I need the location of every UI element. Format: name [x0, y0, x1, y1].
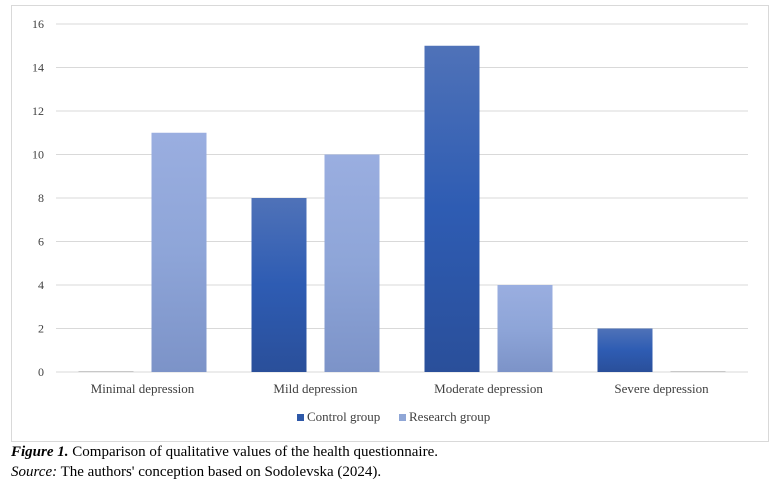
y-tick-label: 14 [32, 61, 44, 75]
source-caption: Source: The authors' conception based on… [11, 464, 381, 481]
bar-control-group-mild-depression [251, 198, 307, 372]
y-tick-label: 12 [32, 104, 44, 118]
y-tick-label: 10 [32, 148, 44, 162]
y-tick-label: 16 [32, 17, 44, 31]
source-text: The authors' conception based on Sodolev… [60, 464, 382, 480]
y-tick-label: 6 [38, 235, 44, 249]
bar-research-group-moderate-depression [497, 285, 553, 372]
y-axis-ticks: 0 2 4 6 8 10 12 14 16 [32, 17, 44, 379]
figure-label: Figure 1. [11, 444, 69, 460]
bars [78, 45, 726, 372]
x-category-label: Minimal depression [91, 381, 195, 396]
source-label: Source: [11, 464, 58, 480]
y-tick-label: 4 [38, 278, 44, 292]
y-tick-label: 8 [38, 191, 44, 205]
figure-text: Comparison of qualitative values of the … [72, 444, 439, 460]
x-axis-categories: Minimal depression Mild depression Moderat… [91, 381, 709, 396]
y-tick-label: 2 [38, 322, 44, 336]
x-category-label: Severe depression [614, 381, 709, 396]
y-tick-label: 0 [38, 365, 44, 379]
bar-control-group-moderate-depression [424, 45, 480, 372]
legend: Control group Research group [297, 409, 490, 424]
bar-control-group-severe-depression [597, 328, 653, 372]
bar-research-group-mild-depression [324, 154, 380, 372]
legend-swatch-control-group [297, 414, 304, 421]
x-category-label: Mild depression [273, 381, 358, 396]
figure-caption: Figure 1. Comparison of qualitative valu… [11, 444, 438, 461]
x-category-label: Moderate depression [434, 381, 543, 396]
legend-label-control-group: Control group [307, 409, 380, 424]
legend-label-research-group: Research group [409, 409, 490, 424]
bar-research-group-minimal-depression [151, 132, 207, 372]
legend-swatch-research-group [399, 414, 406, 421]
